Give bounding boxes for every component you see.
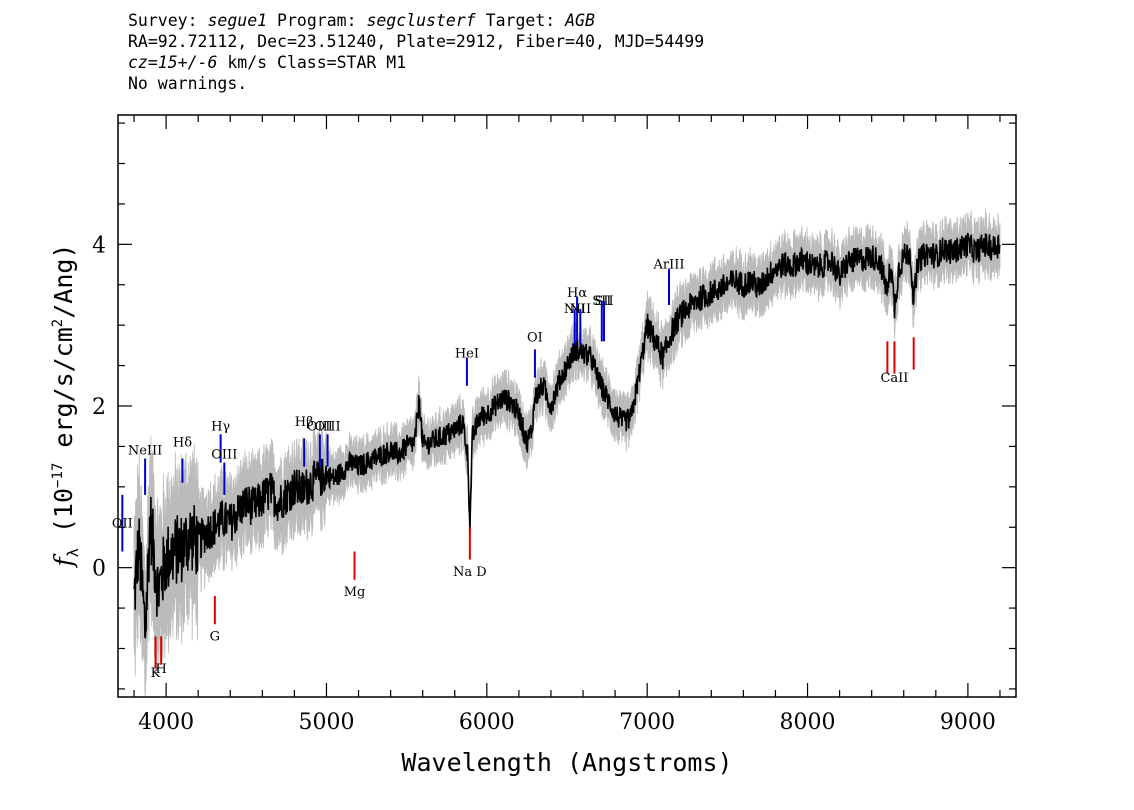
x-tick-label: 9000 xyxy=(940,710,996,735)
emission-line-label: OI xyxy=(527,330,543,345)
tick-labels: 4000 5000 6000 7000 8000 9000 0 2 4 xyxy=(92,233,996,735)
y-axis-title: fλ (10−17 erg/s/cm2/Ang) xyxy=(49,244,82,569)
y-title-mid: erg/s/cm xyxy=(49,327,78,462)
absorption-line-label: G xyxy=(210,629,220,644)
y-title-sub: λ xyxy=(64,548,82,557)
x-tick-label: 7000 xyxy=(619,710,675,735)
y-title-open: (10 xyxy=(49,488,78,548)
absorption-line-label: K xyxy=(151,666,161,681)
emission-line-label: OII xyxy=(112,516,133,531)
emission-line-label: ArIII xyxy=(652,258,684,273)
emission-line-label: OIII xyxy=(307,419,333,434)
absorption-line-label: H xyxy=(155,662,166,677)
y-title-exp: −17 xyxy=(50,463,66,488)
emission-line-label: Hβ xyxy=(295,415,314,430)
x-tick-label: 8000 xyxy=(780,710,836,735)
x-tick-label: 5000 xyxy=(298,710,354,735)
absorption-line-label: Mg xyxy=(344,585,366,600)
axis-ticks xyxy=(118,115,1016,697)
plot-frame xyxy=(117,114,1017,698)
absorption-line-label: Na D xyxy=(453,565,487,580)
y-title-f: f xyxy=(49,553,78,568)
error-band-area xyxy=(133,208,1001,698)
absorption-line-label: CaII xyxy=(880,371,908,386)
flux-series xyxy=(133,232,1001,639)
x-tick-label: 4000 xyxy=(138,710,194,735)
x-axis-title: Wavelength (Angstroms) xyxy=(401,748,732,777)
y-tick-label: 2 xyxy=(92,395,106,420)
header-line-warnings: No warnings. xyxy=(128,74,248,93)
error-band xyxy=(133,208,1001,698)
line-markers: OIINeIIIHδHγOIIIHβOIIIOIIIHeIOINIIHαNIIS… xyxy=(112,258,915,681)
emission-line-label: NII xyxy=(569,302,591,317)
flux-line xyxy=(133,232,1001,639)
emission-line-label: Hγ xyxy=(211,419,230,434)
y-tick-label: 4 xyxy=(92,233,106,258)
emission-line-label: SII xyxy=(592,294,611,309)
header-line-survey: Survey: segue1 Program: segclusterf Targ… xyxy=(128,11,595,30)
emission-line-label: Hδ xyxy=(173,435,192,450)
y-tick-label: 0 xyxy=(92,557,106,582)
emission-line-label: OIII xyxy=(315,419,341,434)
header-line-coordinates: RA=92.72112, Dec=23.51240, Plate=2912, F… xyxy=(128,32,705,51)
x-tick-label: 6000 xyxy=(459,710,515,735)
emission-line-label: Hα xyxy=(567,286,587,301)
emission-line-label: SII xyxy=(594,294,613,309)
y-title-exp2: 2 xyxy=(50,319,66,327)
y-title-close: /Ang) xyxy=(49,244,78,319)
emission-line-label: OIII xyxy=(211,448,237,463)
spectrum-header: Survey: segue1 Program: segclusterf Targ… xyxy=(128,10,704,94)
emission-line-label: HeI xyxy=(455,347,479,362)
header-line-redshift: cz=15+/-6 km/s Class=STAR M1 xyxy=(128,53,407,72)
emission-line-label: NeIII xyxy=(128,444,162,459)
